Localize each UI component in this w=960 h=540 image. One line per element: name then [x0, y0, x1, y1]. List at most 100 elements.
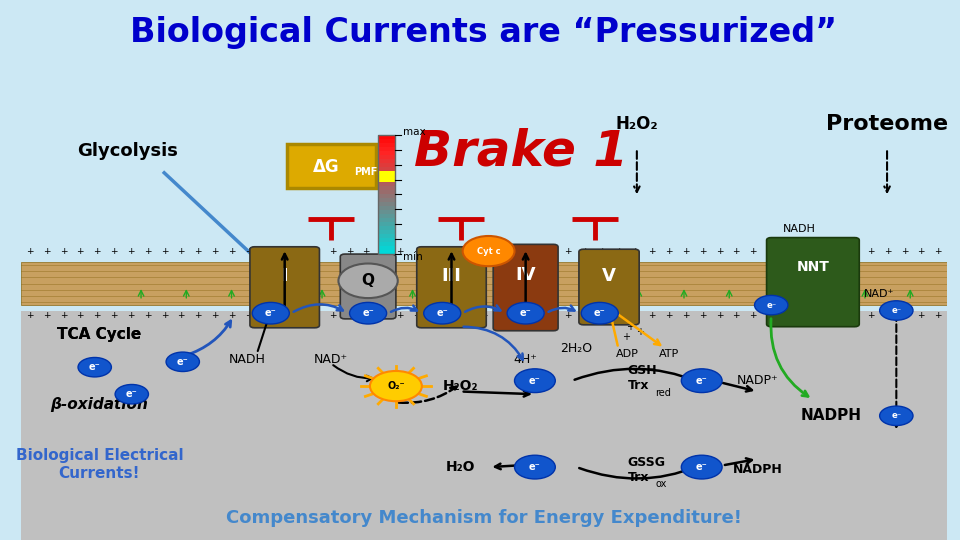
Text: NADH: NADH [782, 225, 815, 234]
FancyBboxPatch shape [378, 214, 395, 218]
Text: NNT: NNT [797, 260, 829, 274]
Text: +: + [295, 312, 302, 320]
FancyBboxPatch shape [378, 147, 395, 151]
Text: +: + [43, 312, 51, 320]
Circle shape [682, 369, 722, 393]
FancyBboxPatch shape [378, 171, 395, 174]
Text: O₂⁻: O₂⁻ [387, 381, 405, 391]
Text: 2H₂O: 2H₂O [561, 342, 592, 355]
Text: +: + [581, 312, 588, 320]
FancyBboxPatch shape [417, 247, 487, 328]
Text: NADPH: NADPH [732, 463, 782, 476]
Text: +: + [732, 247, 740, 255]
Circle shape [682, 455, 722, 479]
Text: +: + [665, 312, 673, 320]
FancyBboxPatch shape [378, 183, 395, 186]
Text: +: + [800, 312, 807, 320]
Text: +: + [682, 247, 689, 255]
Text: red: red [656, 388, 671, 397]
FancyBboxPatch shape [579, 249, 639, 325]
FancyBboxPatch shape [378, 226, 395, 230]
Text: +: + [278, 247, 286, 255]
FancyBboxPatch shape [378, 222, 395, 226]
Text: e⁻: e⁻ [891, 306, 901, 315]
Text: +: + [497, 247, 505, 255]
FancyBboxPatch shape [378, 159, 395, 163]
Text: +: + [379, 247, 387, 255]
Text: +: + [636, 327, 643, 337]
Text: +: + [817, 312, 824, 320]
Text: +: + [547, 312, 555, 320]
Text: +: + [278, 312, 286, 320]
Text: +: + [867, 247, 875, 255]
FancyBboxPatch shape [493, 244, 558, 330]
Text: +: + [194, 247, 202, 255]
Text: +: + [564, 247, 572, 255]
Text: e⁻: e⁻ [362, 308, 374, 318]
FancyBboxPatch shape [378, 230, 395, 234]
FancyBboxPatch shape [20, 310, 948, 540]
FancyBboxPatch shape [20, 0, 948, 310]
Text: ΔG: ΔG [313, 158, 340, 177]
FancyBboxPatch shape [378, 218, 395, 222]
Circle shape [252, 302, 289, 324]
FancyBboxPatch shape [378, 191, 395, 194]
Text: +: + [60, 247, 67, 255]
Text: +: + [614, 247, 622, 255]
Text: +: + [648, 312, 656, 320]
Text: H₂O₂: H₂O₂ [443, 379, 478, 393]
FancyBboxPatch shape [20, 262, 948, 305]
Text: +: + [160, 247, 168, 255]
Text: e⁻: e⁻ [265, 308, 276, 318]
Text: +: + [598, 247, 606, 255]
Text: V: V [602, 267, 616, 286]
Text: +: + [766, 247, 774, 255]
FancyBboxPatch shape [378, 174, 395, 179]
Text: +: + [144, 312, 152, 320]
Text: Brake 1: Brake 1 [414, 127, 628, 175]
FancyBboxPatch shape [378, 139, 395, 143]
FancyBboxPatch shape [378, 179, 395, 183]
Text: +: + [884, 247, 891, 255]
FancyBboxPatch shape [378, 163, 395, 167]
Text: +: + [60, 312, 67, 320]
Text: +: + [430, 312, 437, 320]
Text: +: + [464, 247, 470, 255]
FancyBboxPatch shape [378, 242, 395, 246]
Text: +: + [178, 312, 185, 320]
Text: +: + [127, 247, 134, 255]
FancyBboxPatch shape [767, 238, 859, 327]
Text: +: + [732, 312, 740, 320]
Text: +: + [833, 247, 841, 255]
Text: +: + [918, 247, 925, 255]
FancyBboxPatch shape [250, 247, 320, 328]
Text: +: + [295, 247, 302, 255]
Text: GSSG
Trx: GSSG Trx [628, 456, 665, 484]
FancyBboxPatch shape [378, 238, 395, 242]
Text: +: + [245, 312, 252, 320]
Text: +: + [379, 312, 387, 320]
Text: +: + [900, 312, 908, 320]
Text: +: + [851, 312, 857, 320]
Text: Glycolysis: Glycolysis [77, 142, 178, 160]
Text: TCA Cycle: TCA Cycle [58, 327, 141, 342]
Text: +: + [464, 312, 470, 320]
FancyBboxPatch shape [378, 151, 395, 155]
Text: +: + [329, 312, 336, 320]
Text: +: + [228, 247, 235, 255]
Text: +: + [632, 247, 639, 255]
Text: I: I [281, 267, 288, 285]
Text: e⁻: e⁻ [891, 411, 901, 420]
Text: +: + [749, 312, 756, 320]
Text: +: + [446, 247, 454, 255]
Circle shape [515, 369, 555, 393]
Text: +: + [211, 247, 219, 255]
FancyBboxPatch shape [378, 246, 395, 250]
Text: +: + [884, 312, 891, 320]
Circle shape [423, 302, 461, 324]
Text: +: + [783, 247, 790, 255]
Text: +: + [564, 312, 572, 320]
Text: +: + [632, 312, 639, 320]
Circle shape [78, 357, 111, 377]
Text: 4H⁺: 4H⁺ [514, 353, 538, 366]
